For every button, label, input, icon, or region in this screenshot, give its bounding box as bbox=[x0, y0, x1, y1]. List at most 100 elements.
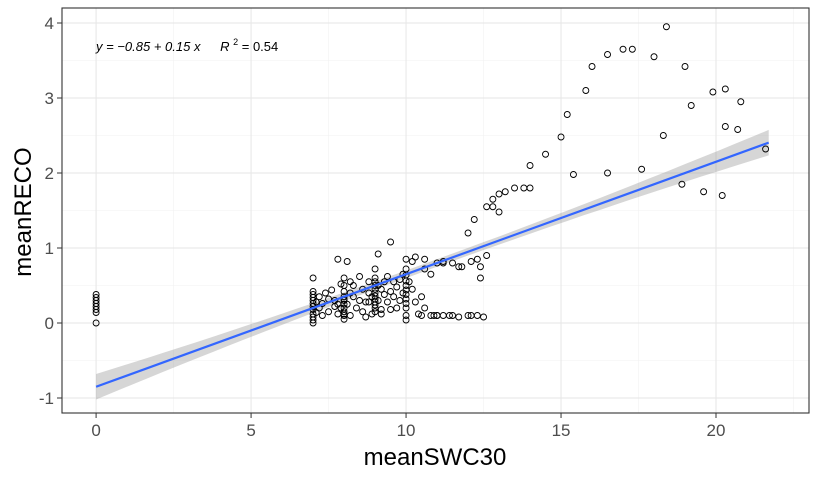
x-tick-label: 20 bbox=[707, 421, 726, 440]
data-point bbox=[445, 312, 453, 319]
data-point bbox=[340, 308, 348, 316]
data-point bbox=[483, 203, 491, 211]
data-point bbox=[371, 274, 379, 282]
data-point bbox=[718, 192, 726, 199]
data-point bbox=[449, 312, 456, 319]
data-point bbox=[678, 180, 686, 188]
data-point bbox=[340, 288, 348, 295]
data-point bbox=[374, 250, 382, 258]
data-point bbox=[721, 85, 729, 93]
data-point bbox=[325, 308, 333, 316]
y-tick-label: 0 bbox=[45, 314, 54, 333]
panel-border bbox=[61, 7, 810, 414]
data-point bbox=[405, 278, 413, 286]
data-point bbox=[501, 188, 509, 196]
x-tick-label: 5 bbox=[246, 421, 255, 440]
y-tick-label: 1 bbox=[45, 239, 54, 258]
data-point bbox=[318, 312, 326, 319]
data-point bbox=[334, 300, 342, 308]
data-point bbox=[343, 300, 351, 308]
y-tick-label: 2 bbox=[45, 164, 54, 183]
data-point bbox=[309, 319, 317, 327]
data-point bbox=[700, 188, 708, 196]
data-point bbox=[569, 171, 577, 178]
data-point bbox=[628, 45, 636, 53]
data-point bbox=[384, 298, 391, 306]
regression-line bbox=[95, 141, 770, 388]
data-point bbox=[402, 300, 410, 307]
grid bbox=[62, 8, 809, 413]
x-tick-label: 0 bbox=[91, 421, 100, 440]
data-point bbox=[402, 255, 410, 263]
data-point bbox=[476, 263, 484, 271]
data-point bbox=[526, 184, 534, 192]
data-point bbox=[421, 255, 429, 263]
data-point bbox=[495, 208, 503, 216]
data-point bbox=[709, 88, 717, 96]
data-point bbox=[681, 63, 689, 70]
data-point bbox=[449, 259, 456, 267]
data-point bbox=[473, 312, 481, 319]
data-point bbox=[393, 304, 401, 312]
data-point bbox=[433, 312, 441, 319]
data-point bbox=[721, 123, 729, 130]
data-point bbox=[687, 102, 695, 109]
data-point bbox=[458, 263, 466, 271]
data-point bbox=[387, 238, 395, 246]
data-point bbox=[430, 312, 438, 319]
data-point bbox=[408, 285, 416, 293]
data-point bbox=[734, 126, 742, 133]
data-point bbox=[371, 308, 379, 316]
data-point bbox=[619, 45, 627, 53]
data-point bbox=[455, 313, 463, 321]
data-point bbox=[563, 111, 571, 118]
data-point bbox=[387, 288, 395, 295]
x-tick-label: 15 bbox=[552, 421, 571, 440]
data-point bbox=[542, 150, 549, 158]
y-tick-label: 4 bbox=[45, 14, 54, 33]
data-point bbox=[402, 291, 410, 298]
data-point bbox=[356, 273, 364, 280]
y-tick-label: 3 bbox=[45, 89, 54, 108]
data-point bbox=[92, 319, 100, 327]
data-point bbox=[377, 306, 385, 313]
data-point bbox=[659, 132, 667, 139]
data-point bbox=[638, 165, 646, 173]
data-point bbox=[374, 297, 382, 304]
data-point bbox=[340, 315, 348, 323]
x-axis-title: meanSWC30 bbox=[364, 444, 507, 471]
data-point bbox=[464, 312, 472, 319]
data-point bbox=[604, 169, 611, 177]
data-point bbox=[365, 298, 373, 306]
data-point bbox=[476, 274, 484, 282]
data-point bbox=[495, 190, 503, 198]
data-point bbox=[473, 255, 481, 263]
data-point bbox=[483, 252, 491, 259]
data-point bbox=[328, 286, 336, 294]
data-point bbox=[421, 304, 429, 312]
data-point bbox=[349, 282, 357, 289]
data-point bbox=[387, 306, 395, 313]
data-point bbox=[309, 316, 317, 324]
data-point bbox=[340, 274, 348, 282]
y-axis-title: meanRECO bbox=[10, 147, 37, 276]
data-point bbox=[371, 265, 379, 273]
data-point bbox=[402, 304, 410, 312]
data-point bbox=[650, 53, 658, 61]
data-point bbox=[489, 195, 497, 203]
data-point bbox=[427, 270, 435, 278]
data-point bbox=[402, 277, 410, 285]
regression-line-layer bbox=[95, 141, 770, 388]
data-point bbox=[737, 98, 745, 106]
data-point bbox=[402, 316, 410, 324]
data-point bbox=[762, 145, 770, 153]
r2-exponent: 2 bbox=[233, 37, 238, 47]
data-point bbox=[418, 293, 426, 301]
data-point bbox=[480, 313, 487, 321]
data-point bbox=[377, 310, 385, 318]
data-point bbox=[588, 63, 596, 70]
data-point bbox=[334, 255, 342, 263]
data-point bbox=[408, 258, 416, 265]
data-point bbox=[353, 304, 360, 312]
